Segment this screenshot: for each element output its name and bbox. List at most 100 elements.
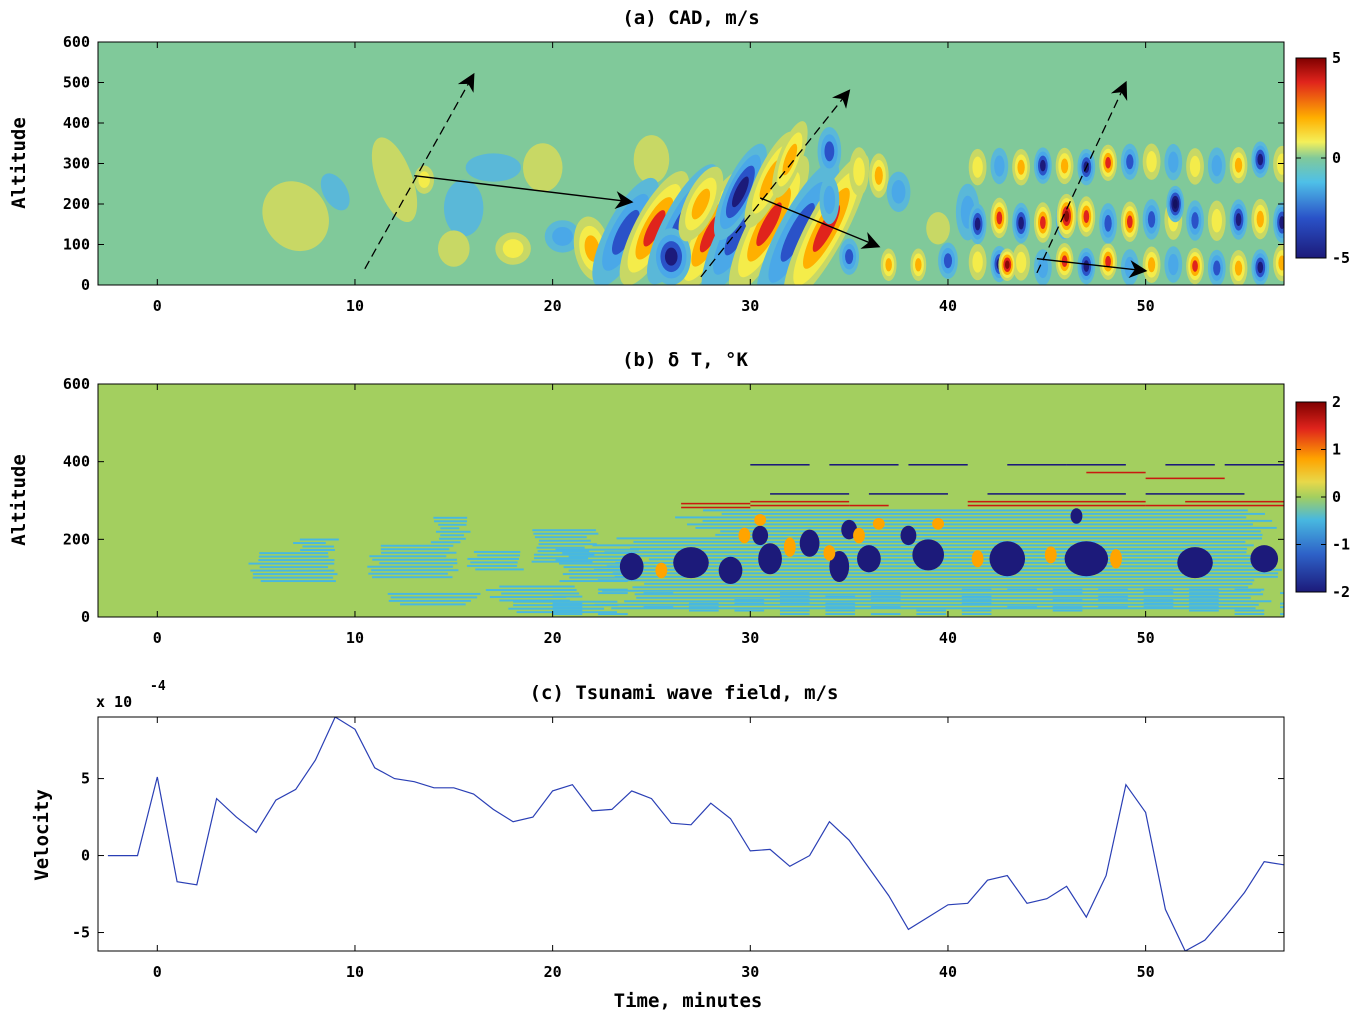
- panel-c-scale-exponent: -4: [150, 679, 166, 694]
- field-band: [259, 566, 329, 569]
- field-band: [466, 564, 518, 567]
- y-tick-label: 500: [63, 74, 90, 92]
- field-band: [870, 592, 901, 595]
- field-band: [702, 519, 1273, 522]
- colorbar-tick-label: 2: [1332, 393, 1341, 411]
- field-band: [440, 534, 465, 537]
- field-band: [825, 602, 856, 605]
- field-band: [779, 613, 810, 616]
- field-band: [1280, 606, 1284, 609]
- field-band: [562, 573, 635, 576]
- field-contour: [1250, 545, 1279, 573]
- y-tick-label: 600: [63, 375, 90, 393]
- field-band: [552, 613, 583, 616]
- field-band: [689, 609, 719, 612]
- field-band: [779, 609, 810, 612]
- field-contour: [437, 230, 470, 267]
- field-band: [388, 599, 471, 602]
- y-tick-label: 200: [63, 195, 90, 213]
- field-contour: [853, 527, 865, 544]
- field-band: [1234, 609, 1265, 612]
- panel-b-ticks: 0 10 20 30 40 50 0 200 400 600: [63, 375, 1284, 647]
- field-band: [1280, 613, 1284, 616]
- field-band: [614, 575, 1278, 578]
- field-band: [569, 576, 634, 579]
- field-contour: [731, 176, 749, 208]
- dashed-arrow: [700, 89, 851, 278]
- field-band: [300, 549, 335, 551]
- field-contour: [782, 143, 798, 176]
- field-contour: [1257, 153, 1264, 166]
- field-contour: [738, 527, 751, 544]
- field-band: [734, 609, 765, 612]
- field-band: [916, 613, 946, 616]
- solid-arrow: [759, 197, 881, 249]
- colorbar-tick-label: 0: [1332, 149, 1341, 167]
- colorbar-tick-label: 0: [1332, 488, 1341, 506]
- field-contour: [799, 529, 820, 557]
- panel-a-arrows: [364, 72, 1148, 278]
- field-contour: [1070, 508, 1083, 524]
- x-tick-label: 50: [1137, 963, 1155, 981]
- field-band: [961, 609, 992, 612]
- field-contour: [1037, 256, 1049, 279]
- field-band: [629, 554, 1261, 557]
- field-band: [516, 611, 617, 614]
- field-contour: [1191, 212, 1199, 229]
- field-band: [372, 558, 457, 561]
- field-band: [1007, 588, 1037, 591]
- field-band: [703, 509, 1248, 512]
- field-band: [779, 602, 810, 605]
- field-band: [1098, 606, 1128, 609]
- field-band: [689, 602, 719, 605]
- field-contour: [857, 545, 881, 573]
- field-band: [435, 530, 471, 533]
- field-band: [508, 607, 605, 610]
- dashed-arrow: [364, 72, 475, 270]
- field-contour: [780, 202, 815, 262]
- field-band: [299, 538, 339, 541]
- field-band: [532, 529, 596, 532]
- field-band: [379, 562, 458, 565]
- field-band: [501, 592, 580, 595]
- panel-a-colorbar-ticks: 5 0 -5: [1296, 49, 1350, 267]
- x-tick-label: 10: [346, 629, 364, 647]
- field-contour: [996, 211, 1003, 225]
- field-contour: [1278, 255, 1284, 271]
- field-band: [390, 596, 478, 599]
- field-band: [368, 572, 448, 575]
- field-contour: [972, 251, 983, 273]
- x-tick-label: 0: [153, 629, 162, 647]
- field-band: [1143, 592, 1174, 595]
- field-band: [616, 537, 1263, 540]
- field-contour: [943, 253, 953, 269]
- field-band: [643, 606, 674, 609]
- x-tick-label: 10: [346, 963, 364, 981]
- field-contour: [718, 556, 743, 584]
- field-band: [1234, 588, 1265, 591]
- field-contour: [1279, 216, 1284, 229]
- field-band: [1052, 606, 1083, 609]
- solid-arrow: [414, 174, 634, 209]
- x-tick-label: 30: [741, 629, 759, 647]
- field-band: [636, 596, 1251, 599]
- field-contour: [972, 156, 983, 178]
- field-band: [562, 552, 635, 555]
- field-contour: [320, 173, 350, 211]
- field-contour: [783, 537, 796, 557]
- y-tick-label: 600: [63, 33, 90, 51]
- field-band: [961, 602, 992, 605]
- field-band: [1066, 463, 1126, 466]
- field-band: [440, 527, 460, 530]
- field-band: [721, 512, 1265, 515]
- field-contour: [552, 226, 573, 246]
- field-band: [470, 561, 518, 564]
- field-band: [1052, 599, 1083, 602]
- x-tick-label: 10: [346, 297, 364, 315]
- field-band: [430, 541, 461, 544]
- field-band: [1098, 599, 1128, 602]
- field-band: [1086, 471, 1146, 474]
- field-contour: [1004, 260, 1010, 269]
- field-band: [439, 537, 466, 540]
- field-band: [513, 600, 618, 603]
